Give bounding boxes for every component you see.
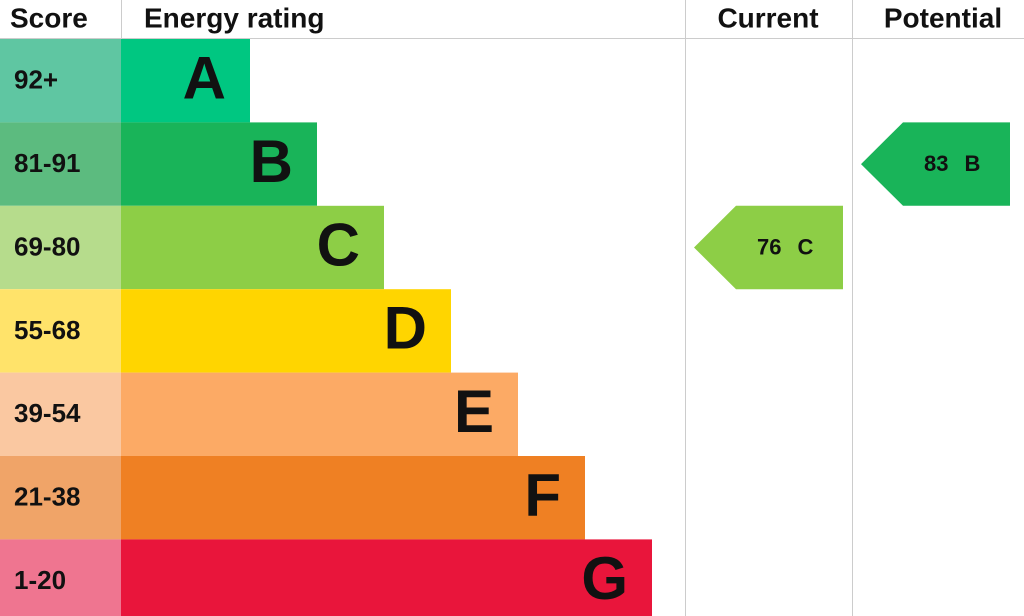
current-letter: C <box>798 234 814 259</box>
band-letter: D <box>384 295 427 362</box>
score-range: 92+ <box>14 65 58 95</box>
band-bar <box>121 539 652 616</box>
score-cell <box>0 39 121 123</box>
score-cell <box>0 122 121 206</box>
potential-letter: B <box>965 151 981 176</box>
current-score: 76 <box>757 234 781 259</box>
band-bar <box>121 456 585 540</box>
potential-arrow <box>861 122 1010 206</box>
current-arrow <box>694 205 843 290</box>
band-letter: E <box>454 378 494 445</box>
score-cell <box>0 289 121 373</box>
band-bar <box>121 39 250 123</box>
header-current: Current <box>717 2 818 33</box>
score-range: 39-54 <box>14 398 81 428</box>
score-range: 21-38 <box>14 482 81 512</box>
band-letter: F <box>524 462 561 529</box>
band-letter: C <box>317 211 360 278</box>
band-letter: A <box>183 45 226 112</box>
potential-score: 83 <box>924 151 948 176</box>
score-range: 81-91 <box>14 148 81 178</box>
score-range: 69-80 <box>14 231 81 261</box>
score-cell <box>0 456 121 540</box>
score-cell <box>0 205 121 290</box>
score-range: 1-20 <box>14 565 66 595</box>
band-bar <box>121 372 518 456</box>
band-bar <box>121 289 451 373</box>
score-cell <box>0 372 121 456</box>
header-score: Score <box>10 2 88 33</box>
band-letter: G <box>581 545 628 612</box>
band-bar <box>121 205 384 290</box>
header-potential: Potential <box>884 2 1002 33</box>
header-rating: Energy rating <box>144 2 324 33</box>
score-cell <box>0 539 121 616</box>
band-letter: B <box>250 128 293 195</box>
score-range: 55-68 <box>14 315 81 345</box>
band-bar <box>121 122 317 206</box>
